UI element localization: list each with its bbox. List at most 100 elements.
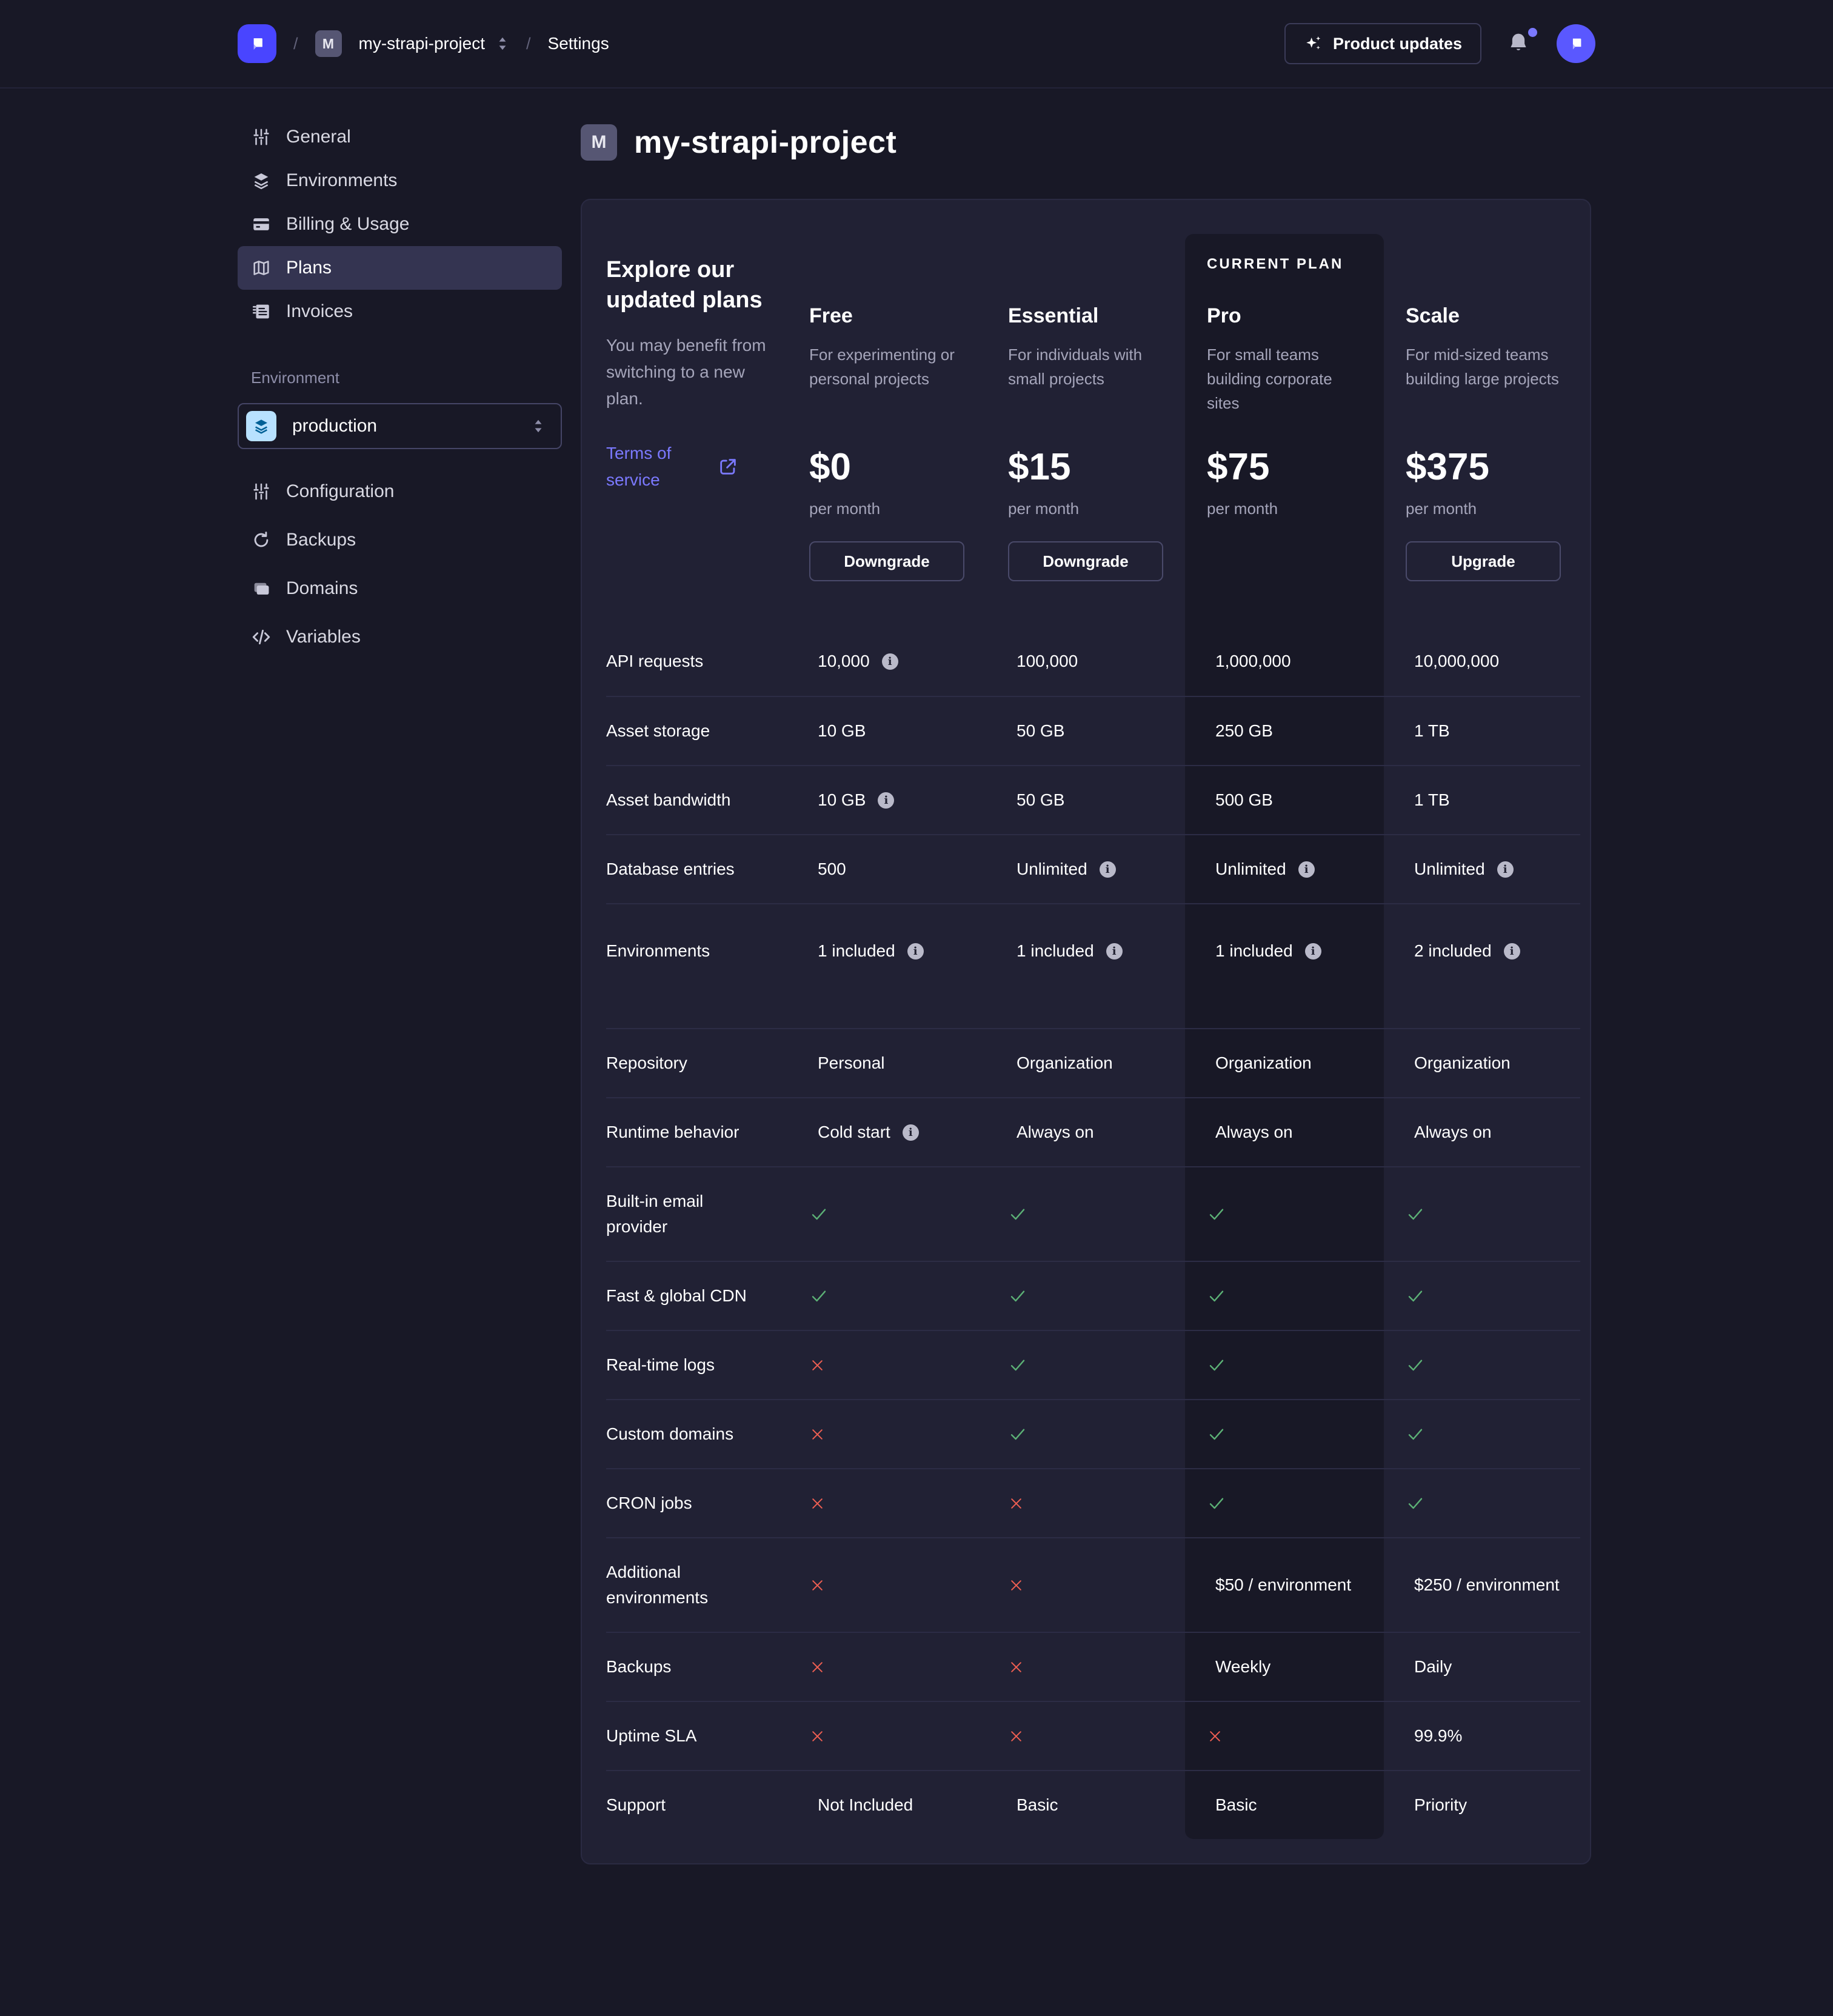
check-icon <box>1406 1286 1425 1306</box>
plan-description: For individuals with small projects <box>1008 345 1143 388</box>
plan-cell: Basic i <box>986 1795 1185 1815</box>
check-icon <box>1008 1355 1027 1375</box>
plan-cell: i <box>1384 1355 1583 1375</box>
plan-cell: Unlimited i <box>1384 859 1583 879</box>
plan-cell: Always on i <box>1384 1123 1583 1142</box>
feature-label: Database entries <box>606 859 735 878</box>
info-icon[interactable]: i <box>1099 861 1116 878</box>
strapi-avatar-icon[interactable] <box>1557 24 1595 63</box>
plan-action-button[interactable]: Downgrade <box>1008 541 1163 581</box>
table-row: Asset bandwidth 10 GB i 50 GB i 500 GB i… <box>606 765 1580 834</box>
terms-of-service-label: Terms of service <box>606 444 672 489</box>
plan-cell: Always on i <box>1185 1123 1384 1142</box>
info-icon[interactable]: i <box>902 1124 919 1141</box>
feature-label: API requests <box>606 652 704 670</box>
info-icon[interactable]: i <box>881 653 898 670</box>
layers-icon <box>251 170 272 191</box>
check-icon <box>1207 1204 1226 1224</box>
info-icon[interactable]: i <box>1304 943 1321 960</box>
feature-label: Runtime behavior <box>606 1123 740 1141</box>
check-icon <box>1406 1204 1425 1224</box>
cell-value: Weekly <box>1215 1657 1271 1676</box>
breadcrumb: / M my-strapi-project / Settings <box>238 24 609 63</box>
info-icon[interactable]: i <box>1503 943 1520 960</box>
product-updates-button[interactable]: Product updates <box>1284 23 1481 64</box>
table-row: Fast & global CDN i i i i <box>606 1261 1580 1330</box>
plan-action-button[interactable]: Upgrade <box>1406 541 1561 581</box>
sidebar-item-label: Backups <box>286 530 356 550</box>
sidebar-environment-item[interactable]: Domains <box>238 564 562 613</box>
info-icon[interactable]: i <box>878 792 895 809</box>
plan-cell: i <box>986 1728 1185 1744</box>
feature-label: Additional environments <box>606 1563 709 1607</box>
environment-select[interactable]: production <box>238 403 562 449</box>
cell-value: Unlimited <box>1215 859 1286 878</box>
table-row: Uptime SLA i i i 99.9% i <box>606 1701 1580 1770</box>
plan-cell: Not Included i <box>787 1795 986 1815</box>
plan-cell: i <box>986 1286 1185 1306</box>
plan-cell: i <box>787 1577 986 1594</box>
cross-icon <box>1008 1577 1024 1594</box>
plans-intro-title: Explore our updated plans <box>606 257 763 313</box>
plan-cell: 10,000,000 i <box>1384 652 1583 671</box>
invoice-icon <box>251 301 272 322</box>
check-icon <box>1008 1424 1027 1444</box>
cell-value: Organization <box>1414 1053 1511 1072</box>
sidebar-item-label: Environments <box>286 170 398 190</box>
cross-icon <box>1008 1728 1024 1744</box>
plan-column: CURRENT PLAN Pro For small teams buildin… <box>1185 234 1384 627</box>
current-plan-badge <box>1406 256 1561 304</box>
feature-label: Fast & global CDN <box>606 1286 747 1305</box>
plan-cell: i <box>1185 1204 1384 1224</box>
strapi-logo-icon[interactable] <box>238 24 276 63</box>
plan-cell: 99.9% i <box>1384 1726 1583 1746</box>
sidebar-item[interactable]: Invoices <box>238 290 562 333</box>
sidebar-environment-item[interactable]: Configuration <box>238 467 562 516</box>
plan-cell: Organization i <box>1384 1053 1583 1073</box>
sparkles-icon <box>1304 34 1323 53</box>
cell-value: 50 GB <box>1017 721 1065 740</box>
info-icon[interactable]: i <box>907 943 924 960</box>
plan-cell: i <box>787 1286 986 1306</box>
main-content: M my-strapi-project Explore our updated … <box>581 115 1595 1864</box>
table-row: Additional environments i i $50 / enviro… <box>606 1537 1580 1632</box>
cell-value: 1 TB <box>1414 790 1450 809</box>
info-icon[interactable]: i <box>1298 861 1315 878</box>
plan-cell: i <box>1384 1204 1583 1224</box>
cell-value: Basic <box>1215 1795 1257 1814</box>
plan-cell: i <box>986 1204 1185 1224</box>
sidebar-item[interactable]: Plans <box>238 246 562 290</box>
sidebar-item[interactable]: Billing & Usage <box>238 202 562 246</box>
plan-name: Free <box>809 304 853 327</box>
table-row: Database entries 500 i Unlimited i Unlim… <box>606 834 1580 903</box>
check-icon <box>1207 1355 1226 1375</box>
check-icon <box>1207 1494 1226 1513</box>
cross-icon <box>809 1728 826 1744</box>
sidebar-environment-item[interactable]: Backups <box>238 516 562 564</box>
notifications-button[interactable] <box>1506 28 1537 57</box>
info-icon[interactable]: i <box>1497 861 1514 878</box>
current-plan-badge <box>1008 256 1163 304</box>
cell-value: 10 GB <box>818 790 866 809</box>
project-switcher[interactable]: my-strapi-project <box>359 34 509 53</box>
terms-of-service-link[interactable]: Terms of service <box>606 440 776 493</box>
sidebar-environment-item[interactable]: Variables <box>238 613 562 661</box>
sidebar-item[interactable]: General <box>238 115 562 159</box>
cross-icon <box>809 1659 826 1675</box>
plan-cell: 500 GB i <box>1185 790 1384 810</box>
cross-icon <box>809 1357 826 1373</box>
plan-column: Essential For individuals with small pro… <box>986 234 1185 627</box>
plans-intro: Explore our updated plans You may benefi… <box>606 234 787 627</box>
current-plan-highlight <box>1185 234 1384 1839</box>
cell-value: 1,000,000 <box>1215 652 1291 670</box>
plan-cell: i <box>1185 1424 1384 1444</box>
sidebar-item-label: General <box>286 127 351 147</box>
table-row: Custom domains i i i i <box>606 1399 1580 1468</box>
cell-value: 10 GB <box>818 721 866 740</box>
plan-action-button[interactable]: Downgrade <box>809 541 964 581</box>
table-row: Runtime behavior Cold start i Always on … <box>606 1097 1580 1166</box>
info-icon[interactable]: i <box>1106 943 1123 960</box>
sidebar-item[interactable]: Environments <box>238 159 562 202</box>
plan-price: $15 <box>1008 446 1071 488</box>
plan-cell: Weekly i <box>1185 1657 1384 1677</box>
